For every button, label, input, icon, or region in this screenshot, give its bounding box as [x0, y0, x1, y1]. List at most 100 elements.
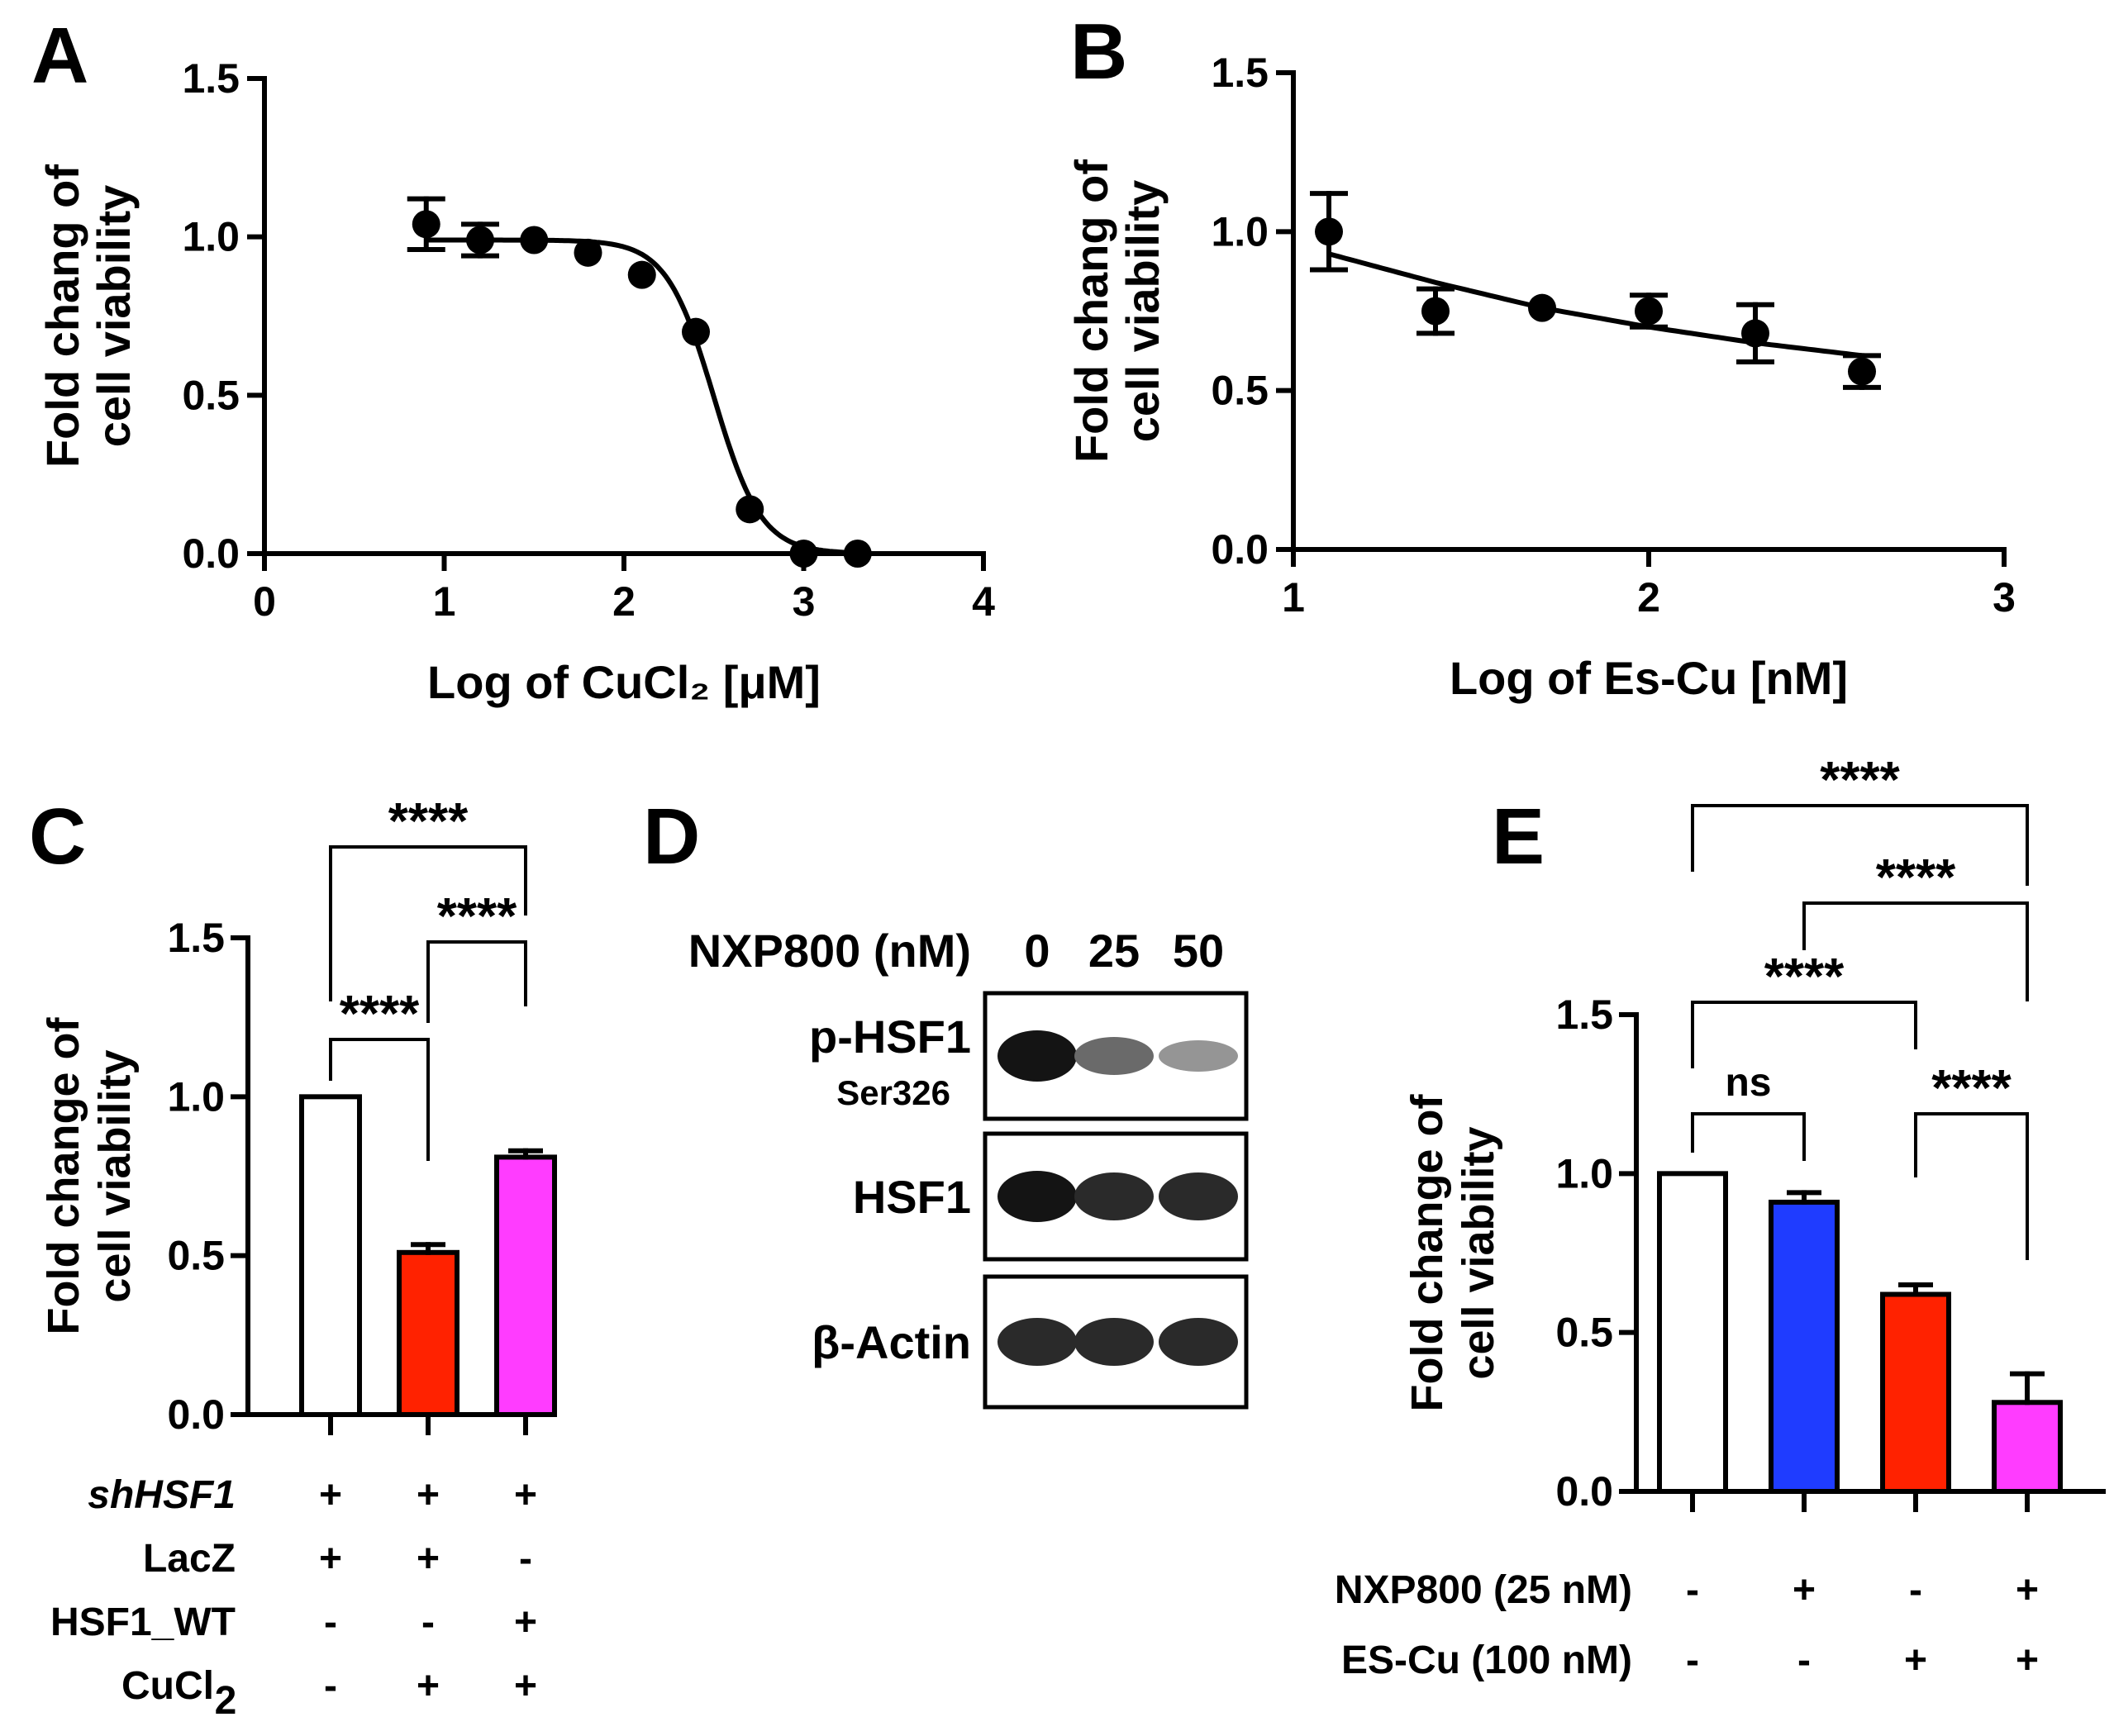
condition-mark: +: [514, 1600, 537, 1644]
y-axis-title-line2: cell viability: [1117, 180, 1169, 443]
condition-mark: +: [417, 1537, 440, 1581]
significance-label: ****: [1764, 949, 1845, 1006]
blot-band: [1159, 1318, 1238, 1366]
bar: [397, 1249, 459, 1417]
blot-lane-label: 50: [1173, 925, 1224, 977]
blot-lane-label: 0: [1024, 925, 1050, 977]
condition-mark: +: [417, 1664, 440, 1708]
data-point: [574, 238, 602, 267]
blot-band: [1159, 1172, 1238, 1220]
x-tick-label: 1: [433, 578, 456, 625]
data-point: [1421, 297, 1450, 326]
blot-lane-label: 25: [1088, 925, 1140, 977]
y-tick-label: 0.0: [182, 530, 240, 577]
blot-band: [1074, 1318, 1154, 1366]
y-tick-label: 1.0: [1555, 1150, 1613, 1196]
condition-row-label: LacZ: [143, 1537, 236, 1581]
panel-c-bar-chart: 0.0 0.5 1.0 1.5 **** **** **** Fold change of ce…: [39, 793, 557, 1723]
blot-row-sublabel: Ser326: [836, 1073, 950, 1112]
y-tick-label: 1.0: [1211, 208, 1269, 254]
panel-a-dose-response-chart: 0.0 0.5 1.0 1.5 0 1 2 3 4 Fold chang of cell viabi…: [36, 55, 995, 708]
panel-d-western-blot: NXP800 (nM) 0 25 50 p-HSF1 Ser326 HSF1 β-Actin: [688, 925, 1249, 1410]
condition-mark: +: [417, 1473, 440, 1517]
significance-bracket: [1691, 804, 2029, 886]
x-tick-label: 2: [612, 578, 636, 625]
condition-mark: -: [421, 1600, 435, 1644]
y-tick-label: 1.5: [1555, 992, 1613, 1038]
data-point: [736, 495, 764, 524]
bar: [1657, 1171, 1728, 1495]
blot-header-label: NXP800 (nM): [688, 925, 971, 977]
condition-mark: -: [1909, 1568, 1922, 1612]
data-point: [466, 226, 494, 254]
significance-bracket: [1691, 1001, 1917, 1068]
x-axis-title: Log of CuCl₂ [μM]: [427, 656, 821, 708]
x-axis-title: Log of Es-Cu [nM]: [1450, 652, 1848, 704]
significance-label: ns: [1725, 1061, 1771, 1105]
blot-band: [1074, 1037, 1154, 1075]
blot-row-label: HSF1: [853, 1171, 971, 1223]
y-axis-title-line1: Fold chang of: [1065, 159, 1117, 463]
panel-letter-d: D: [643, 792, 700, 881]
bar: [1769, 1199, 1840, 1495]
significance-label: ****: [388, 793, 469, 850]
condition-mark: -: [519, 1537, 532, 1581]
condition-row-subscript: 2: [215, 1679, 237, 1723]
y-tick-label: 1.5: [167, 915, 225, 961]
blot-band: [997, 1171, 1077, 1222]
y-tick-label: 1.5: [1211, 50, 1269, 96]
y-tick-label: 1.0: [182, 214, 240, 260]
blot-band: [1074, 1172, 1154, 1220]
condition-row-label: CuCl: [121, 1664, 214, 1708]
data-point: [789, 540, 818, 568]
blot-band: [1159, 1040, 1238, 1072]
panel-b-dose-response-chart: 0.0 0.5 1.0 1.5 1 2 3 Fold chang of cell viabili…: [1065, 50, 2016, 704]
significance-bracket: [1914, 1112, 2029, 1260]
significance-label: ****: [437, 888, 517, 945]
y-axis-title-line2: cell viability: [88, 185, 140, 448]
data-point: [1848, 357, 1876, 386]
condition-mark: +: [319, 1473, 342, 1517]
data-point: [1741, 319, 1769, 348]
data-point: [1528, 293, 1556, 322]
y-tick-label: 0.0: [1211, 526, 1269, 573]
fit-curve: [1328, 251, 1863, 359]
condition-row-label: NXP800 (25 nM): [1335, 1568, 1632, 1612]
blot-band: [997, 1318, 1077, 1366]
condition-row-label: HSF1_WT: [50, 1600, 236, 1644]
x-tick-label: 2: [1637, 574, 1660, 621]
x-tick-label: 1: [1282, 574, 1305, 621]
bar: [299, 1094, 362, 1418]
y-tick-label: 1.0: [167, 1073, 225, 1120]
y-axis-title-line1: Fold change of: [1402, 1093, 1452, 1411]
significance-bracket: [426, 940, 527, 1023]
blot-band: [997, 1030, 1077, 1082]
y-tick-label: 1.5: [182, 55, 240, 102]
y-tick-label: 0.5: [167, 1233, 225, 1279]
bar: [1992, 1400, 2063, 1494]
x-tick-label: 3: [1993, 574, 2016, 621]
data-point: [627, 260, 656, 289]
panel-e-bar-chart: 0.0 0.5 1.0 1.5 ns **** **** **** **** Fold chang…: [1335, 752, 2106, 1682]
y-axis-title-line1: Fold chang of: [36, 164, 88, 468]
data-point: [843, 540, 872, 568]
y-tick-label: 0.0: [1555, 1468, 1613, 1515]
significance-label: ****: [1876, 849, 1956, 906]
panel-letter-a: A: [31, 12, 88, 100]
y-tick-label: 0.5: [182, 372, 240, 418]
condition-mark: +: [514, 1664, 537, 1708]
condition-mark: +: [2016, 1568, 2039, 1612]
x-tick-label: 3: [793, 578, 816, 625]
condition-row-label: shHSF1: [88, 1473, 236, 1517]
data-point: [412, 210, 440, 239]
significance-bracket: [1802, 901, 2029, 1001]
data-point: [520, 226, 549, 254]
data-point: [1315, 217, 1343, 246]
y-axis-title-line1: Fold change of: [39, 1016, 88, 1334]
x-tick-label: 0: [253, 578, 276, 625]
significance-bracket: [329, 845, 527, 1001]
x-tick-label: 4: [972, 578, 995, 625]
significance-label: ****: [1931, 1060, 2012, 1117]
condition-mark: -: [1686, 1638, 1699, 1682]
